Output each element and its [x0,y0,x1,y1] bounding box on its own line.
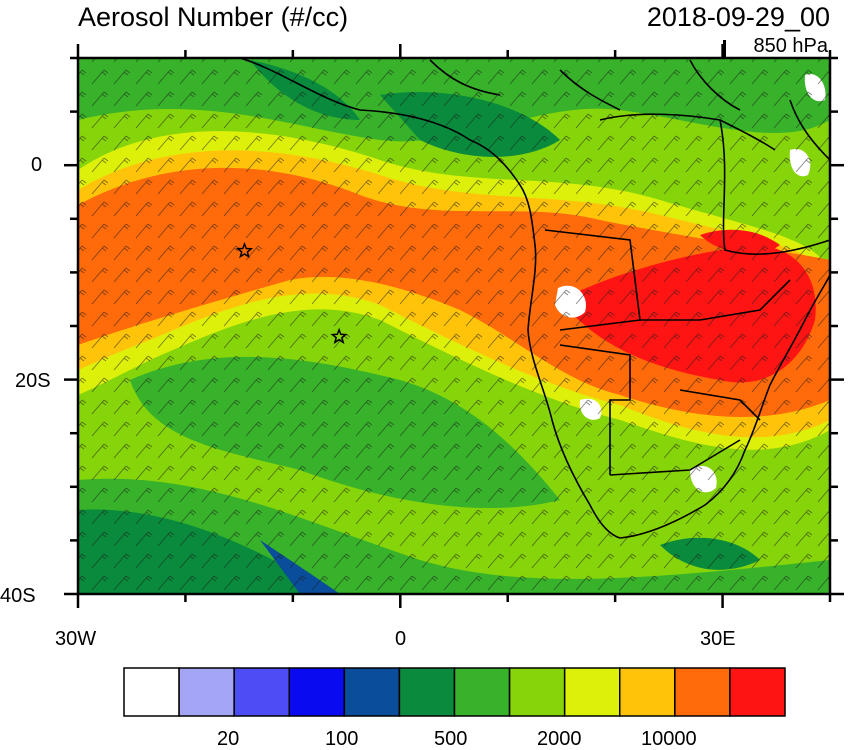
colorbar-swatch [508,667,566,717]
colorbar-swatch [674,667,731,717]
colorbar-swatch [729,667,786,717]
colorbar-label-2000: 2000 [537,728,582,750]
map-title: Aerosol Number (#/cc) [78,2,349,32]
map-datetime: 2018-09-29_00 [646,2,830,32]
lat-label-20s: 20S [15,370,51,392]
star-site-1-star-marker [235,241,254,259]
colorbar-swatch [619,667,676,717]
colorbar-label-20: 20 [217,728,240,750]
lat-label-40s: 40S [0,585,36,607]
colorbar-label-10000: 10000 [641,728,697,750]
colorbar-swatch [288,667,346,717]
colorbar-label-500: 500 [434,728,468,750]
pressure-level: 850 hPa [753,35,828,57]
colorbar-swatch [343,667,401,717]
coastlines-and-borders [239,58,830,539]
lon-label-30w: 30W [55,628,97,650]
colorbar-swatch [178,667,235,717]
lon-label-0: 0 [395,628,407,650]
level-marker [723,40,726,58]
colorbar-label-100: 100 [325,728,359,750]
colorbar [123,667,786,717]
colorbar-swatch [453,667,511,717]
colorbar-swatch [563,667,621,717]
lat-label-0: 0 [31,154,43,176]
colorbar-swatch [123,667,180,717]
lon-label-30e: 30E [700,628,736,650]
site-markers [235,241,348,345]
colorbar-swatch [398,667,456,717]
star-site-2-star-marker [330,327,348,345]
colorbar-swatch [233,667,291,717]
aerosol-field [78,58,830,594]
axis-ticks [64,44,844,608]
